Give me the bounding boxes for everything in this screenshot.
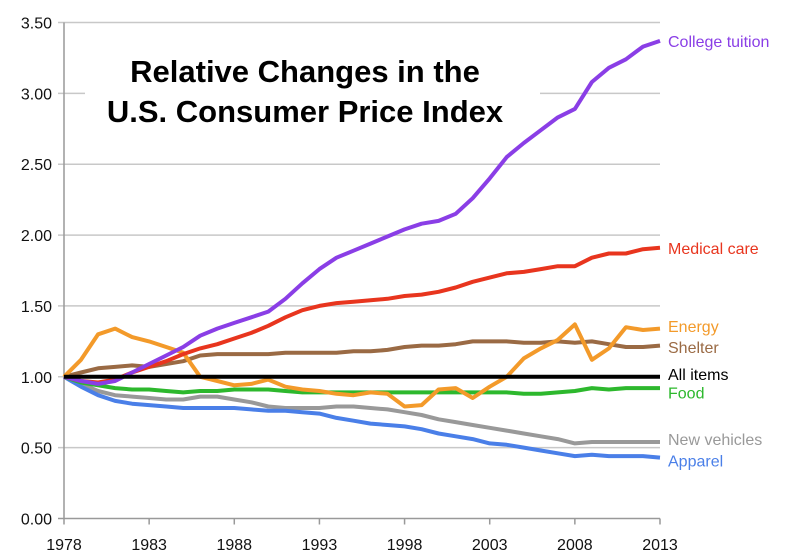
series-label-apparel: Apparel [668, 453, 723, 470]
series-label-shelter: Shelter [668, 340, 719, 357]
series-labels: College tuition Medical care Energy Shelter… [668, 34, 769, 470]
y-tick-label: 1.50 [21, 299, 52, 316]
x-tick-label: 1978 [46, 537, 82, 554]
series-label-all-items: All items [668, 367, 728, 384]
y-tick-label: 1.00 [21, 370, 52, 387]
series-label-energy: Energy [668, 319, 719, 336]
series-label-medical-care: Medical care [668, 241, 759, 258]
x-tick-label: 1988 [216, 537, 252, 554]
x-axis-ticks: 1978 1983 1988 1993 1998 2003 2008 2013 [46, 537, 678, 554]
series-line-medical-care [63, 245, 661, 385]
series-line-food [63, 374, 660, 396]
y-tick-label: 3.00 [21, 86, 52, 103]
x-tick-label: 2008 [557, 537, 593, 554]
y-tick-label: 0.50 [21, 441, 52, 458]
series-lines [62, 39, 661, 460]
series-line-new-vehicles [63, 374, 660, 446]
series-label-college-tuition: College tuition [668, 34, 769, 51]
x-tick-label: 2003 [472, 537, 508, 554]
y-tick-label: 2.50 [21, 157, 52, 174]
x-tick-label: 1993 [302, 537, 338, 554]
series-line-apparel [62, 375, 661, 460]
y-tick-label: 2.00 [21, 228, 52, 245]
chart-title-line-1: Relative Changes in the [130, 54, 480, 89]
axes [58, 22, 661, 525]
series-label-new-vehicles: New vehicles [668, 432, 762, 449]
x-tick-label: 2013 [642, 537, 678, 554]
x-tick-label: 1998 [387, 537, 423, 554]
y-tick-label: 3.50 [21, 16, 52, 33]
chart-title-line-2: U.S. Consumer Price Index [107, 94, 504, 129]
series-line-energy [62, 322, 661, 409]
series-label-food: Food [668, 385, 704, 402]
y-tick-label: 0.00 [21, 512, 52, 529]
x-tick-label: 1983 [131, 537, 167, 554]
y-axis-ticks: 0.00 0.50 1.00 1.50 2.00 2.50 3.00 3.50 [21, 16, 52, 529]
series-line-shelter [63, 339, 661, 379]
series-line-college-tuition [63, 39, 661, 386]
title-background [85, 50, 540, 135]
